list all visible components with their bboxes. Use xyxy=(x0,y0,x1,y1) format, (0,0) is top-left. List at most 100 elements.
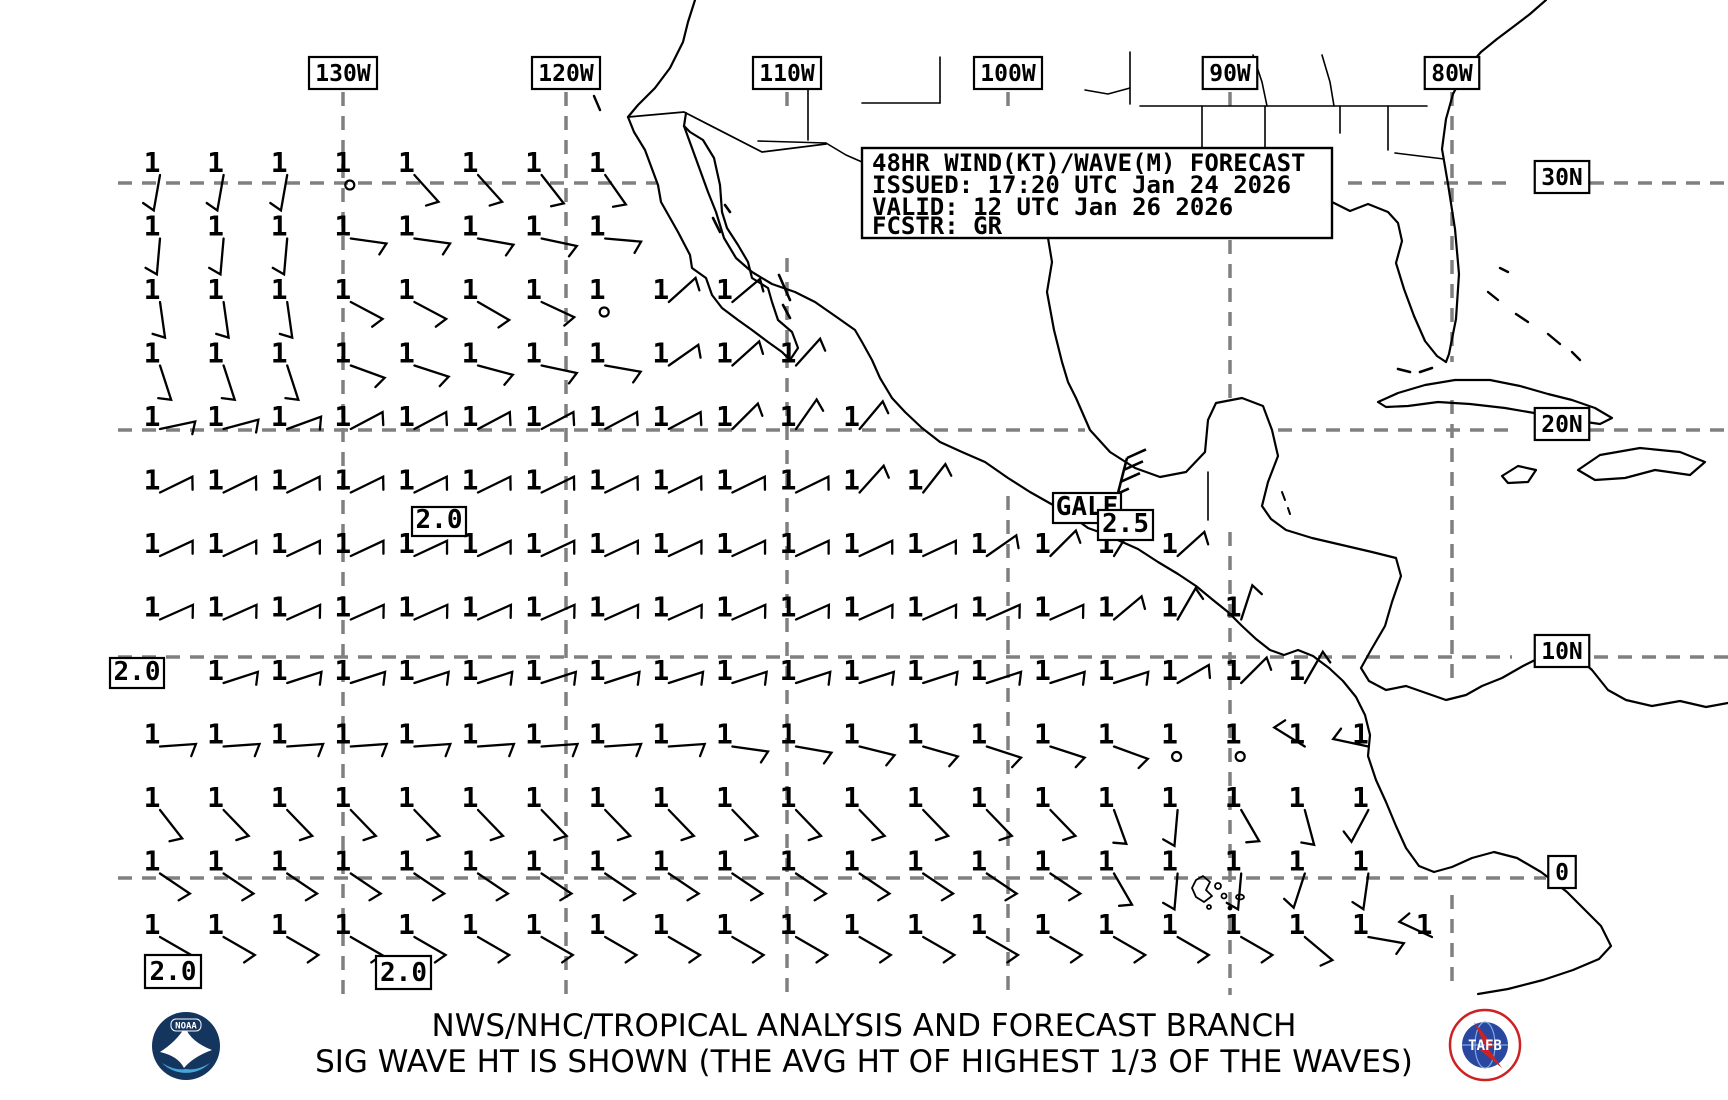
noaa-logo: NOAA xyxy=(150,1010,222,1086)
wind-barb xyxy=(731,745,770,764)
wind-barb xyxy=(1176,529,1210,558)
wave-height-label: 1 xyxy=(843,591,860,624)
wind-barb xyxy=(220,364,237,402)
wave-height-label: 1 xyxy=(780,527,797,560)
wave-height-label: 1 xyxy=(398,654,415,687)
wave-height-label: 1 xyxy=(652,273,669,306)
wave-height-label: 1 xyxy=(207,591,224,624)
wind-barb xyxy=(1049,935,1084,964)
wave-height-label: 1 xyxy=(1098,591,1115,624)
wave-height-label: 1 xyxy=(334,527,351,560)
wave-height-label: 1 xyxy=(144,718,161,751)
wave-height-label: 1 xyxy=(652,527,669,560)
wave-height-label: 1 xyxy=(271,337,288,370)
wave-height-label: 1 xyxy=(652,781,669,814)
wave-height-label: 1 xyxy=(398,146,415,179)
wave-height-label: 1 xyxy=(780,781,797,814)
wind-barb xyxy=(284,364,300,402)
wind-barb xyxy=(667,935,703,964)
wind-barb xyxy=(222,538,258,558)
wave-height-label: 1 xyxy=(652,718,669,751)
wave-height-label: 1 xyxy=(462,908,479,941)
wave-height-label: 1 xyxy=(780,400,797,433)
wind-barb xyxy=(1112,670,1150,686)
wave-height-label: 1 xyxy=(1288,654,1305,687)
wind-barb xyxy=(1342,808,1370,844)
wave-height-label: 1 xyxy=(780,654,797,687)
wave-height-label: 1 xyxy=(907,781,924,814)
wave-height-label: 1 xyxy=(207,210,224,243)
annotation-label-2.0: 2.0 xyxy=(380,958,427,988)
wind-barb xyxy=(667,410,703,431)
wave-height-label: 1 xyxy=(1288,908,1305,941)
coastlines xyxy=(592,0,1728,996)
wave-height-label: 1 xyxy=(1352,718,1369,751)
wave-height-label: 1 xyxy=(462,781,479,814)
wind-barb xyxy=(858,808,887,842)
wave-height-label: 1 xyxy=(970,527,987,560)
wave-height-label: 1 xyxy=(589,591,606,624)
border-us-mexico xyxy=(627,111,827,153)
lon-label-100W-box xyxy=(972,55,1044,91)
wave-height-label: 1 xyxy=(1416,908,1433,941)
wave-height-label: 1 xyxy=(462,845,479,878)
wind-barb xyxy=(271,237,289,277)
wave-height-label: 1 xyxy=(716,654,733,687)
coastline-baja-west xyxy=(626,115,792,362)
wave-height-label: 1 xyxy=(271,464,288,497)
wind-barb xyxy=(794,538,830,558)
wave-height-label: 1 xyxy=(334,781,351,814)
wind-barb xyxy=(604,670,641,686)
wave-height-label: 1 xyxy=(398,781,415,814)
wind-barb xyxy=(604,872,638,902)
wind-barb xyxy=(349,364,387,389)
wave-height-label: 1 xyxy=(525,781,542,814)
wave-height-label: 1 xyxy=(207,908,224,941)
calm-wind-icon xyxy=(1234,750,1246,763)
wind-barb xyxy=(858,603,894,621)
wind-barb xyxy=(985,935,1021,964)
wave-height-label: 1 xyxy=(144,591,161,624)
wave-height-label: 1 xyxy=(1034,591,1051,624)
wind-barb xyxy=(413,935,448,964)
wave-height-label: 1 xyxy=(525,210,542,243)
wind-barb xyxy=(413,808,442,842)
noaa-logo-sea xyxy=(162,1063,210,1073)
wind-barb xyxy=(731,670,768,686)
wave-height-label: 1 xyxy=(970,654,987,687)
wave-height-label: 1 xyxy=(398,908,415,941)
wave-height-label: 1 xyxy=(1161,845,1178,878)
wind-barb xyxy=(1112,745,1150,770)
wave-height-label: 1 xyxy=(398,464,415,497)
wave-height-label: 1 xyxy=(398,591,415,624)
wave-height-label: 1 xyxy=(271,527,288,560)
wave-height-label: 1 xyxy=(398,337,415,370)
wave-height-label: 1 xyxy=(780,591,797,624)
wave-height-label: 1 xyxy=(1098,654,1115,687)
wind-barb xyxy=(667,275,701,304)
wind-barb xyxy=(286,808,315,842)
wind-barb xyxy=(1112,594,1147,621)
coastline-pacific-mainland xyxy=(682,111,1613,996)
wind-barb xyxy=(205,173,225,213)
coastline-gulf-caribbean xyxy=(1045,236,1728,709)
wave-height-label: 1 xyxy=(207,400,224,433)
calm-wind-icon xyxy=(344,179,356,191)
wave-height-label: 1 xyxy=(334,845,351,878)
wave-height-label: 1 xyxy=(589,718,606,751)
wind-barb xyxy=(731,401,764,431)
wave-height-label: 1 xyxy=(1034,654,1051,687)
wave-height-label: 1 xyxy=(716,845,733,878)
wave-height-label: 1 xyxy=(207,464,224,497)
wind-barb xyxy=(476,237,516,257)
wind-barb xyxy=(1112,935,1148,964)
wave-height-label: 1 xyxy=(271,146,288,179)
wave-height-label: 1 xyxy=(843,845,860,878)
wind-barb xyxy=(349,237,389,256)
wind-barb xyxy=(1162,872,1179,912)
wave-height-label: 1 xyxy=(334,273,351,306)
wind-barb xyxy=(922,538,957,558)
wind-barb xyxy=(922,462,953,494)
wave-height-label: 1 xyxy=(1288,781,1305,814)
